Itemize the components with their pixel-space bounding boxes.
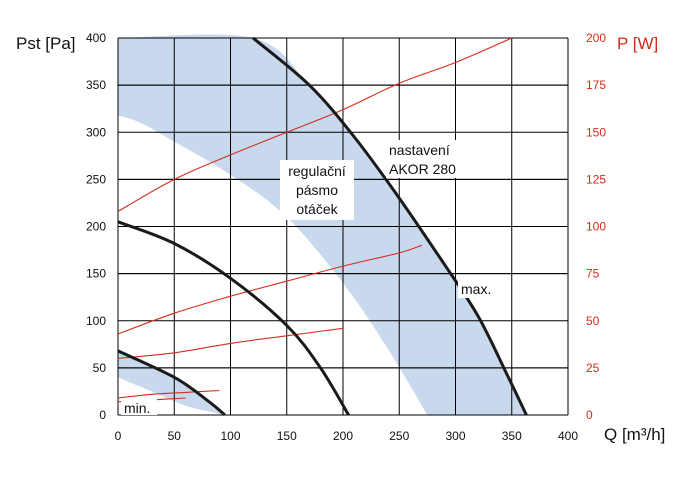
band-label-line1: regulační <box>288 163 346 179</box>
right-tick-label: 75 <box>586 267 600 281</box>
band-main <box>118 34 527 415</box>
left-tick-label: 400 <box>86 31 106 45</box>
x-tick-label: 350 <box>502 429 522 443</box>
x-tick-label: 100 <box>220 429 240 443</box>
band-label-line3: otáček <box>296 201 338 217</box>
pressure-curve <box>117 349 226 417</box>
min-annotation: min. <box>121 399 157 416</box>
left-tick-label: 300 <box>86 125 106 139</box>
x-tick-label: 0 <box>115 429 122 443</box>
setting-label-line1: nastavení <box>389 142 450 158</box>
x-tick-label: 150 <box>277 429 297 443</box>
band-annotation: regulační pásmo otáček <box>280 160 354 220</box>
right-tick-label: 100 <box>586 220 606 234</box>
left-tick-label: 150 <box>86 267 106 281</box>
max-annotation: max. <box>458 280 498 298</box>
right-tick-label: 50 <box>586 314 600 328</box>
speed-regulation-band <box>118 34 527 415</box>
setting-annotation: nastavení AKOR 280 <box>386 140 468 178</box>
left-tick-label: 0 <box>99 408 106 422</box>
setting-label-line2: AKOR 280 <box>389 161 456 177</box>
x-tick-label: 400 <box>558 429 578 443</box>
power-curve <box>117 327 344 359</box>
x-tick-label: 250 <box>389 429 409 443</box>
power-curve <box>117 244 422 335</box>
left-axis-title: Pst [Pa] <box>16 34 76 53</box>
right-tick-label: 200 <box>586 31 606 45</box>
left-tick-label: 50 <box>93 361 107 375</box>
right-tick-label: 125 <box>586 172 606 186</box>
x-axis-title: Q [m³/h] <box>604 425 665 444</box>
pressure-curves <box>117 36 528 417</box>
grid <box>117 37 569 416</box>
power-curve <box>117 37 513 212</box>
right-tick-label: 175 <box>586 78 606 92</box>
band-small <box>118 350 225 415</box>
left-tick-label: 200 <box>86 220 106 234</box>
left-tick-label: 350 <box>86 78 106 92</box>
band-label-line2: pásmo <box>296 182 338 198</box>
x-tick-label: 300 <box>445 429 465 443</box>
min-label: min. <box>124 400 150 416</box>
right-tick-label: 25 <box>586 361 600 375</box>
pressure-curve <box>252 36 528 416</box>
x-tick-label: 200 <box>333 429 353 443</box>
tick-labels: 0 50 100 150 200 250 300 350 400 0 25 50 75 100 125 150… <box>86 31 606 443</box>
x-tick-label: 50 <box>168 429 182 443</box>
left-tick-label: 250 <box>86 172 106 186</box>
right-tick-label: 150 <box>586 125 606 139</box>
right-axis-title: P [W] <box>617 34 658 53</box>
left-tick-label: 100 <box>86 314 106 328</box>
right-tick-label: 0 <box>586 408 593 422</box>
power-curves <box>117 37 513 403</box>
max-label: max. <box>461 281 491 297</box>
pressure-curve <box>117 220 350 416</box>
power-curve <box>117 389 220 399</box>
